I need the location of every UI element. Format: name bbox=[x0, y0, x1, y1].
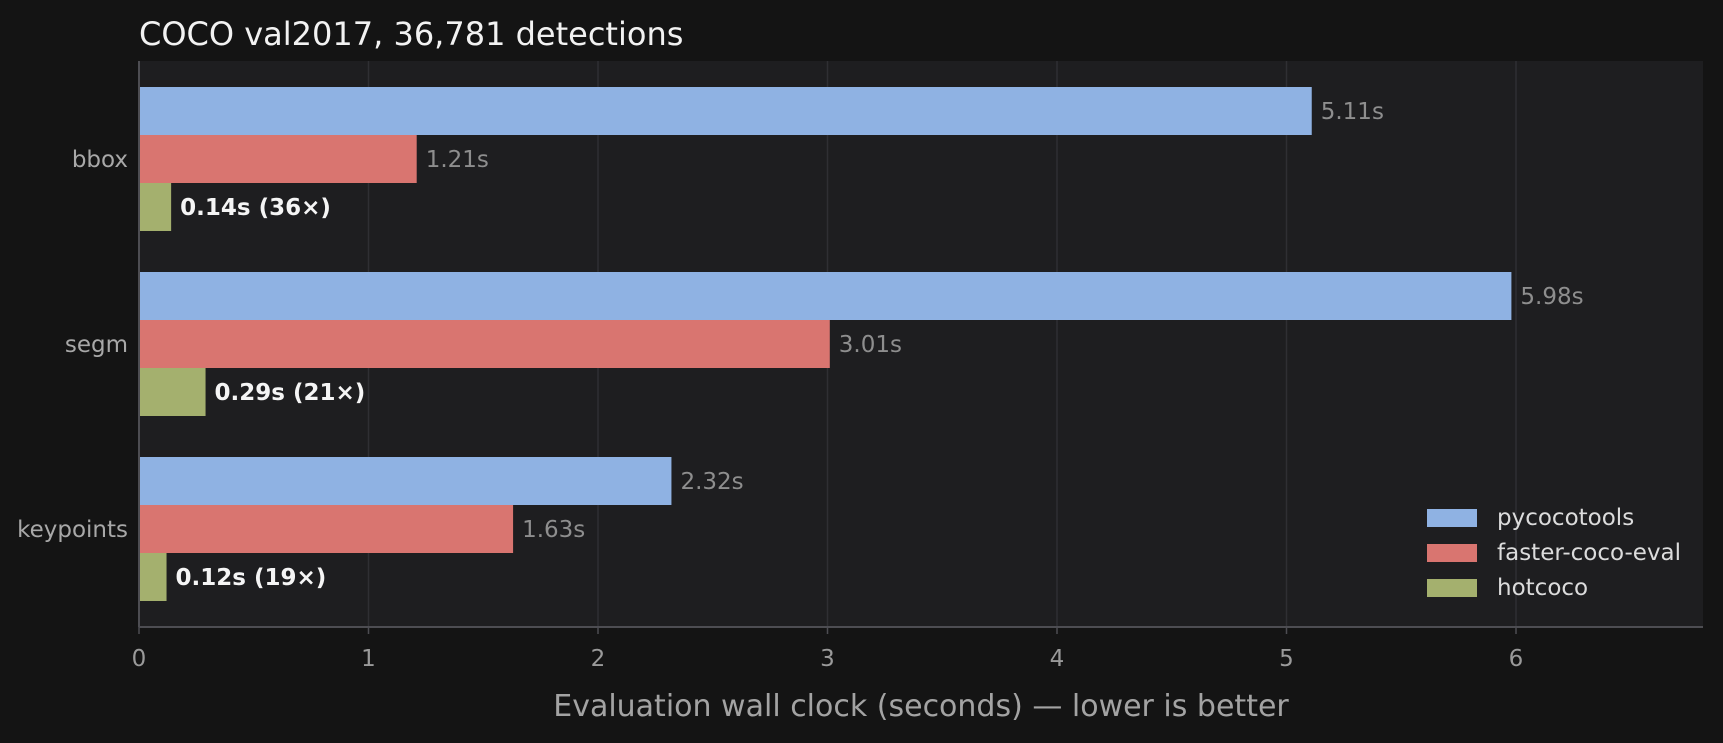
bar bbox=[139, 272, 1512, 320]
bar bbox=[139, 368, 206, 416]
bar bbox=[139, 505, 514, 553]
bar-value-label: 0.12s (19×) bbox=[176, 565, 327, 591]
bar-value-label: 3.01s bbox=[839, 332, 902, 358]
bar bbox=[139, 553, 167, 601]
bar-value-label: 0.29s (21×) bbox=[215, 380, 366, 406]
category-labels: bbox segm keypoints bbox=[17, 147, 128, 543]
category-label: keypoints bbox=[17, 517, 128, 543]
category-label: bbox bbox=[72, 147, 128, 173]
value-labels: 5.11s 1.21s 0.14s (36×) 5.98s 3.01s 0.29s (21… bbox=[176, 99, 1584, 591]
bar bbox=[139, 87, 1312, 135]
bar bbox=[139, 457, 672, 505]
bar-value-label: 2.32s bbox=[680, 469, 743, 495]
bar-value-label: 5.11s bbox=[1321, 99, 1384, 125]
bar-value-label: 5.98s bbox=[1520, 284, 1583, 310]
axes bbox=[138, 61, 1703, 628]
legend-label: faster-coco-eval bbox=[1497, 540, 1681, 566]
x-tick-label: 0 bbox=[132, 646, 147, 672]
legend-label: pycocotools bbox=[1497, 505, 1634, 531]
legend-swatch bbox=[1427, 579, 1477, 597]
x-tick-label: 2 bbox=[591, 646, 606, 672]
legend-label: hotcoco bbox=[1497, 575, 1588, 601]
bar-value-label: 1.21s bbox=[426, 147, 489, 173]
legend-swatch bbox=[1427, 509, 1477, 527]
bar-value-label: 0.14s (36×) bbox=[180, 195, 331, 221]
x-tick-label: 3 bbox=[820, 646, 835, 672]
legend-swatch bbox=[1427, 544, 1477, 562]
x-tick-label: 6 bbox=[1509, 646, 1524, 672]
bar-value-label: 1.63s bbox=[522, 517, 585, 543]
x-tick-label: 1 bbox=[361, 646, 376, 672]
category-label: segm bbox=[65, 332, 128, 358]
x-tick-label: 4 bbox=[1050, 646, 1065, 672]
bar bbox=[139, 135, 417, 183]
legend: pycocotools faster-coco-eval hotcoco bbox=[1427, 505, 1681, 601]
x-tick-labels: 0 1 2 3 4 5 6 bbox=[132, 627, 1524, 672]
bar bbox=[139, 183, 172, 231]
x-axis-label: Evaluation wall clock (seconds) — lower … bbox=[553, 689, 1289, 724]
chart-title: COCO val2017, 36,781 detections bbox=[139, 15, 683, 53]
bar bbox=[139, 320, 830, 368]
x-tick-label: 5 bbox=[1279, 646, 1294, 672]
bars bbox=[139, 87, 1512, 601]
